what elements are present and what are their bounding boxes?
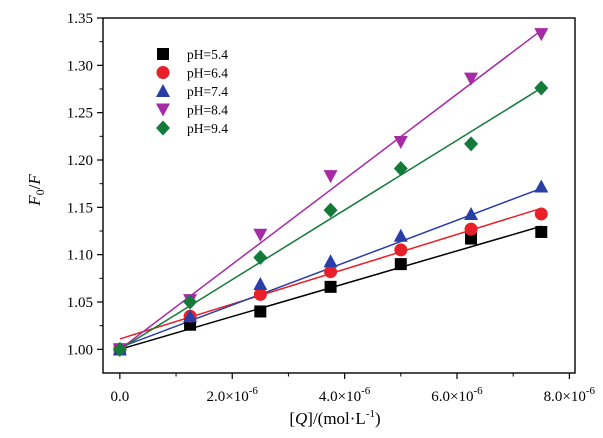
- data-point: [534, 28, 549, 42]
- y-tick-label: 1.15: [67, 200, 93, 216]
- data-point: [323, 254, 338, 268]
- data-point: [253, 228, 268, 242]
- x-axis-ticks: 0.0 2.0×10-6 4.0×10-6 6.0×10-6 8.0×10-6: [110, 373, 596, 405]
- x-axis-title: [Q]/(mol·L-1): [289, 408, 380, 428]
- x-tick-label: 4.0×10-6: [319, 385, 371, 405]
- data-point: [253, 250, 268, 266]
- data-point: [393, 136, 408, 150]
- data-markers: [112, 28, 549, 357]
- y-axis-ticks: 1.00 1.05 1.10 1.15 1.20 1.25 1.30 1.35: [67, 11, 103, 358]
- y-tick-label: 1.00: [67, 342, 93, 358]
- y-tick-label: 1.05: [67, 295, 93, 311]
- legend-marker: [156, 66, 170, 79]
- x-tick-label: 8.0×10-6: [544, 385, 596, 405]
- data-point: [393, 228, 408, 242]
- legend-label: pH=5.4: [187, 47, 228, 62]
- data-point: [393, 161, 408, 177]
- data-point: [534, 80, 549, 96]
- legend-marker: [157, 48, 169, 60]
- data-point: [464, 136, 479, 152]
- legend-marker: [156, 120, 170, 136]
- data-point: [394, 258, 407, 271]
- data-point: [464, 72, 479, 86]
- y-tick-label: 1.30: [67, 58, 93, 74]
- data-point: [253, 287, 267, 301]
- legend-label: pH=8.4: [187, 103, 228, 118]
- x-tick-label: 2.0×10-6: [207, 385, 259, 405]
- data-point: [323, 170, 338, 184]
- data-point: [534, 179, 549, 193]
- data-point: [534, 207, 548, 221]
- legend-label: pH=6.4: [187, 66, 228, 81]
- legend: pH=5.4 pH=6.4 pH=7.4 pH=8.4 pH=9.4: [156, 47, 228, 136]
- y-tick-label: 1.35: [67, 11, 93, 27]
- data-point: [464, 206, 479, 220]
- data-point: [394, 243, 408, 257]
- fit-lines: [119, 29, 542, 351]
- y-tick-label: 1.10: [67, 248, 93, 264]
- legend-marker: [156, 84, 170, 97]
- x-tick-label: 6.0×10-6: [431, 385, 483, 405]
- plot-area-border: [102, 17, 576, 374]
- y-tick-label: 1.25: [67, 106, 93, 122]
- data-point: [183, 294, 198, 310]
- data-point: [323, 202, 338, 218]
- plot-frame: [102, 17, 576, 374]
- legend-label: pH=7.4: [187, 84, 228, 99]
- data-point: [324, 265, 338, 279]
- data-point: [535, 225, 548, 238]
- data-point: [465, 232, 478, 245]
- data-point: [464, 222, 478, 236]
- y-axis-title: F0/F: [25, 174, 47, 207]
- fit-line: [119, 87, 542, 350]
- data-point: [324, 280, 337, 293]
- x-tick-label: 0.0: [110, 389, 129, 405]
- legend-marker: [156, 103, 170, 117]
- legend-label: pH=9.4: [187, 121, 228, 136]
- fit-line: [119, 29, 542, 350]
- y-tick-label: 1.20: [67, 153, 93, 169]
- data-point: [253, 277, 268, 291]
- data-point: [112, 341, 127, 357]
- data-point: [183, 309, 198, 323]
- data-point: [254, 305, 267, 318]
